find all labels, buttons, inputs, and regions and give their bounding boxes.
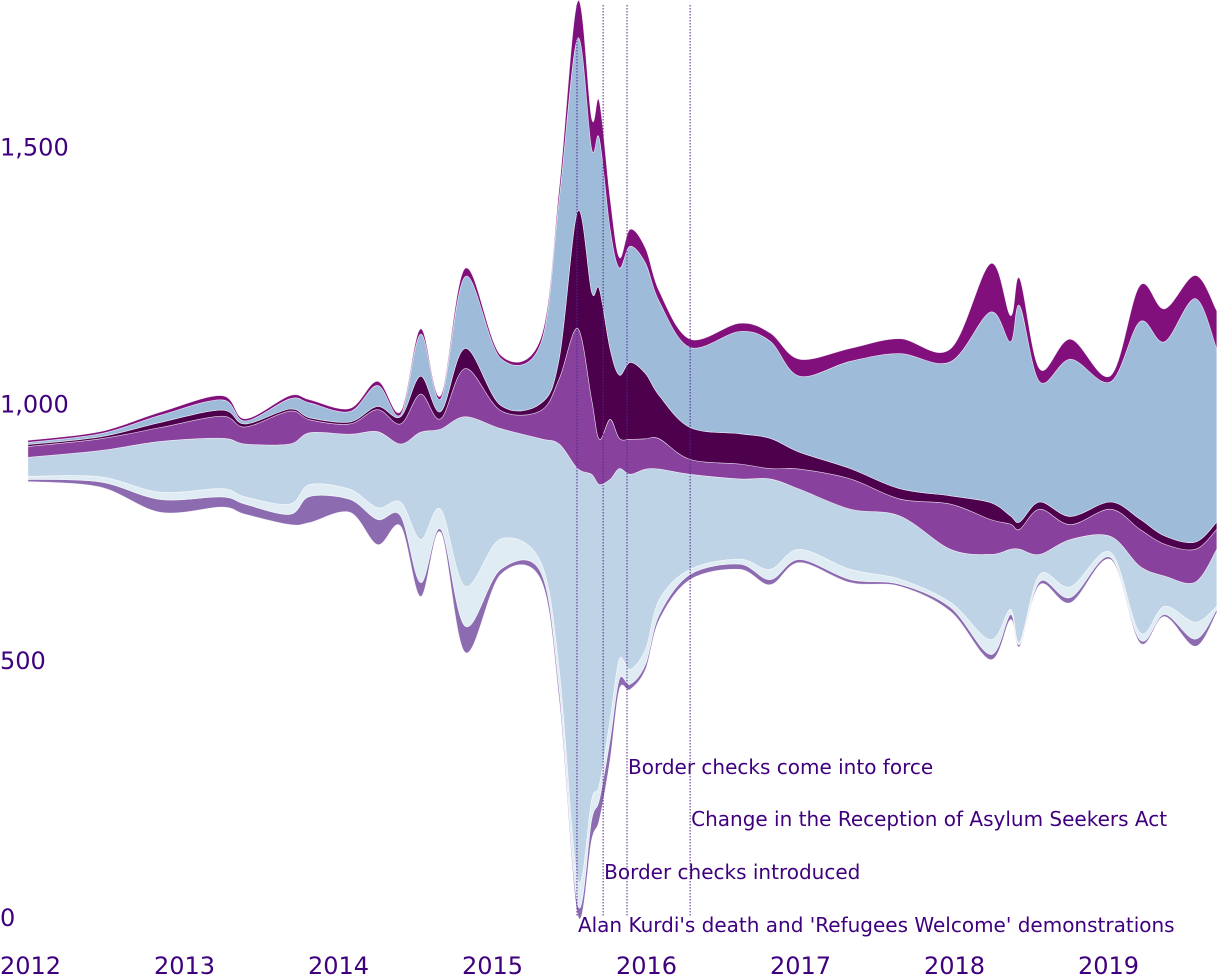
event-markers: Alan Kurdi's death and 'Refugees Welcome…: [576, 5, 1175, 937]
x-tick-label: 2018: [924, 952, 985, 977]
y-tick-label: 1,500: [0, 134, 69, 162]
x-tick-label: 2013: [154, 952, 215, 977]
y-axis: 0 500 1,000 1,500: [0, 134, 69, 932]
y-tick-label: 500: [0, 647, 46, 675]
x-tick-label: 2012: [0, 952, 61, 977]
y-tick-label: 0: [0, 904, 15, 932]
event-label: Border checks come into force: [628, 755, 933, 779]
event-label: Border checks introduced: [604, 860, 860, 884]
x-axis: 2012 2013 2014 2015 2016 2017 2018 2019: [0, 952, 1139, 977]
x-tick-label: 2014: [308, 952, 369, 977]
x-tick-label: 2019: [1078, 952, 1139, 977]
stream-layers: [27, 0, 1217, 919]
x-tick-label: 2017: [770, 952, 831, 977]
x-tick-label: 2016: [616, 952, 677, 977]
stream-layer-6: [27, 0, 1217, 443]
y-tick-label: 1,000: [0, 390, 69, 418]
x-tick-label: 2015: [462, 952, 523, 977]
event-label: Change in the Reception of Asylum Seeker…: [691, 807, 1167, 831]
event-label: Alan Kurdi's death and 'Refugees Welcome…: [578, 913, 1175, 937]
